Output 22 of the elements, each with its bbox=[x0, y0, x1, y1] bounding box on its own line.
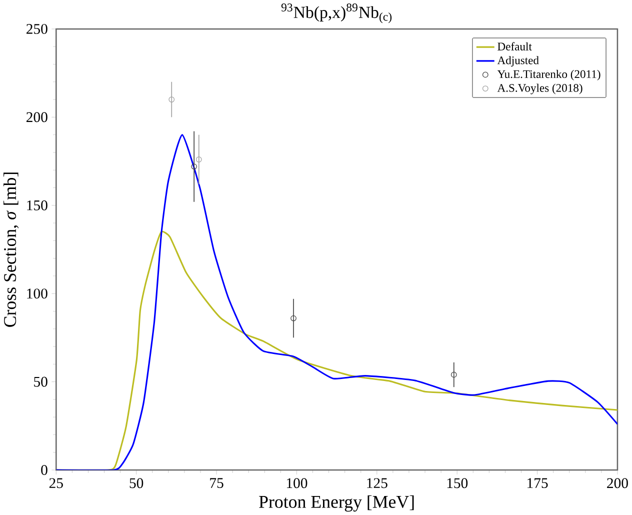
line-series bbox=[56, 134, 618, 470]
legend-label: Yu.E.Titarenko (2011) bbox=[497, 70, 600, 80]
x-tick-label: 200 bbox=[607, 478, 628, 488]
x-tick-label: 100 bbox=[286, 478, 308, 488]
legend-label: Adjusted bbox=[497, 56, 539, 67]
y-tick-label: 250 bbox=[26, 24, 48, 34]
x-tick-label: 75 bbox=[210, 478, 224, 488]
x-tick-label: 25 bbox=[49, 478, 63, 488]
x-tick-label: 50 bbox=[130, 478, 144, 488]
y-tick-label: 150 bbox=[27, 200, 48, 210]
x-tick-label: 175 bbox=[528, 478, 548, 488]
y-axis-title: Cross Section, σ [mb] bbox=[4, 172, 19, 327]
legend-label: Default bbox=[498, 42, 532, 50]
y-tick-label: 50 bbox=[34, 376, 48, 387]
y-tick-label: 100 bbox=[27, 288, 48, 298]
y-tick-label: 200 bbox=[26, 112, 48, 122]
x-axis-title: Proton Energy [MeV] bbox=[259, 495, 414, 512]
chart-title: $^{93}$Nb(p,x)$^{89}$Nb$_{(c)}$ bbox=[281, 3, 392, 24]
x-tick-label: 125 bbox=[367, 478, 388, 488]
y-tick-label: 0 bbox=[41, 464, 48, 475]
legend-label: A.S.Voyles (2018) bbox=[497, 84, 582, 94]
x-tick-label: 150 bbox=[447, 478, 468, 488]
